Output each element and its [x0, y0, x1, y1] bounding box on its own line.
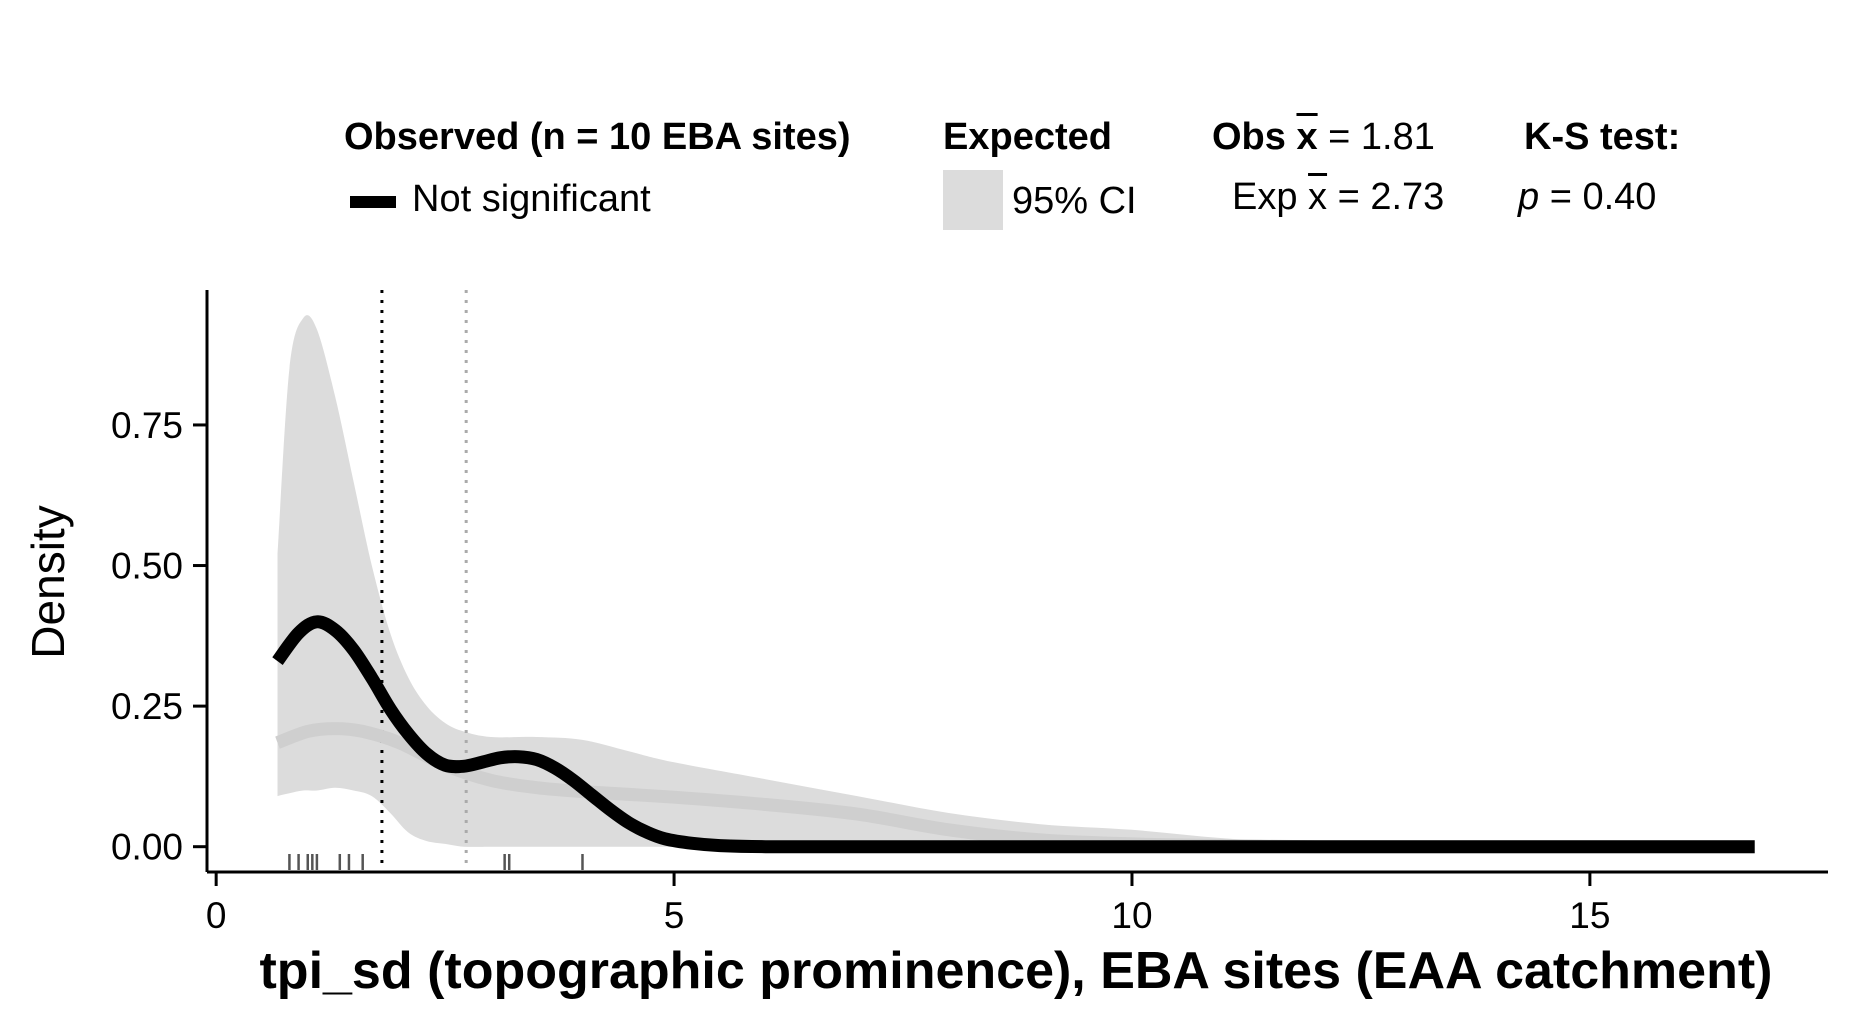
- y-axis-label: Density: [22, 505, 74, 658]
- exp-mean-symbol: x: [1308, 176, 1328, 218]
- y-tick-label: 0.00: [111, 827, 183, 868]
- x-tick-label: 5: [664, 895, 685, 936]
- legend-observed-item: Not significant: [412, 178, 651, 220]
- series-layer: [272, 615, 1755, 854]
- axes: 0.00 0.25 0.50 0.75 0 5 10 15: [111, 290, 1828, 936]
- legend-exp-mean: Exp x = 2.73: [1232, 176, 1444, 219]
- legend-ks-p: p = 0.40: [1518, 176, 1656, 219]
- obs-mean-value: = 1.81: [1328, 116, 1435, 158]
- y-tick-label: 0.50: [111, 546, 183, 587]
- rug-marks: [288, 854, 584, 870]
- legend-observed-title: Observed (n = 10 EBA sites): [344, 116, 851, 158]
- x-axis-label: tpi_sd (topographic prominence), EBA sit…: [259, 942, 1772, 1000]
- ci-band: [277, 315, 1755, 847]
- y-tick-label: 0.25: [111, 686, 183, 727]
- x-tick-label: 15: [1569, 895, 1610, 936]
- legend-ci-item: 95% CI: [1012, 180, 1137, 222]
- legend-obs-mean: Obs x = 1.81: [1212, 116, 1435, 159]
- y-tick-label: 0.75: [111, 405, 183, 446]
- obs-mean-symbol: x: [1296, 116, 1318, 158]
- legend-observed-swatch: [350, 196, 396, 208]
- exp-mean-label: Exp: [1232, 176, 1298, 218]
- legend-ks-title: K-S test:: [1524, 116, 1681, 158]
- exp-mean-value: = 2.73: [1337, 176, 1445, 218]
- x-tick-label: 0: [206, 895, 227, 936]
- observed-density-line: [272, 615, 1755, 854]
- legend-expected-title: Expected: [943, 116, 1112, 158]
- obs-mean-label: Obs: [1212, 116, 1286, 158]
- ks-p-symbol: p: [1518, 176, 1540, 218]
- ci-band-layer: [277, 315, 1755, 847]
- legend-ci-swatch: [943, 170, 1003, 230]
- ks-p-value: = 0.40: [1549, 176, 1657, 218]
- x-tick-label: 10: [1111, 895, 1152, 936]
